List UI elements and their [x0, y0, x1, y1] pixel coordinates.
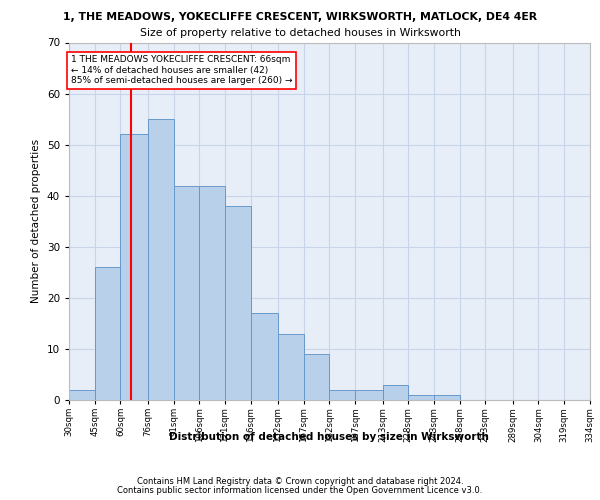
- Bar: [408, 395, 434, 400]
- Bar: [251, 313, 278, 400]
- Text: Distribution of detached houses by size in Wirksworth: Distribution of detached houses by size …: [169, 432, 489, 442]
- Bar: [434, 395, 460, 400]
- Text: 1 THE MEADOWS YOKECLIFFE CRESCENT: 66sqm
← 14% of detached houses are smaller (4: 1 THE MEADOWS YOKECLIFFE CRESCENT: 66sqm…: [71, 56, 292, 85]
- Bar: [173, 186, 199, 400]
- Bar: [355, 390, 383, 400]
- Bar: [225, 206, 251, 400]
- Bar: [95, 267, 121, 400]
- Bar: [199, 186, 225, 400]
- Text: 1, THE MEADOWS, YOKECLIFFE CRESCENT, WIRKSWORTH, MATLOCK, DE4 4ER: 1, THE MEADOWS, YOKECLIFFE CRESCENT, WIR…: [63, 12, 537, 22]
- Bar: [383, 384, 408, 400]
- Bar: [69, 390, 95, 400]
- Text: Contains public sector information licensed under the Open Government Licence v3: Contains public sector information licen…: [118, 486, 482, 495]
- Bar: [148, 119, 173, 400]
- Text: Contains HM Land Registry data © Crown copyright and database right 2024.: Contains HM Land Registry data © Crown c…: [137, 477, 463, 486]
- Text: Size of property relative to detached houses in Wirksworth: Size of property relative to detached ho…: [140, 28, 460, 38]
- Bar: [278, 334, 304, 400]
- Y-axis label: Number of detached properties: Number of detached properties: [31, 139, 41, 304]
- Bar: [329, 390, 355, 400]
- Bar: [121, 134, 148, 400]
- Bar: [304, 354, 329, 400]
